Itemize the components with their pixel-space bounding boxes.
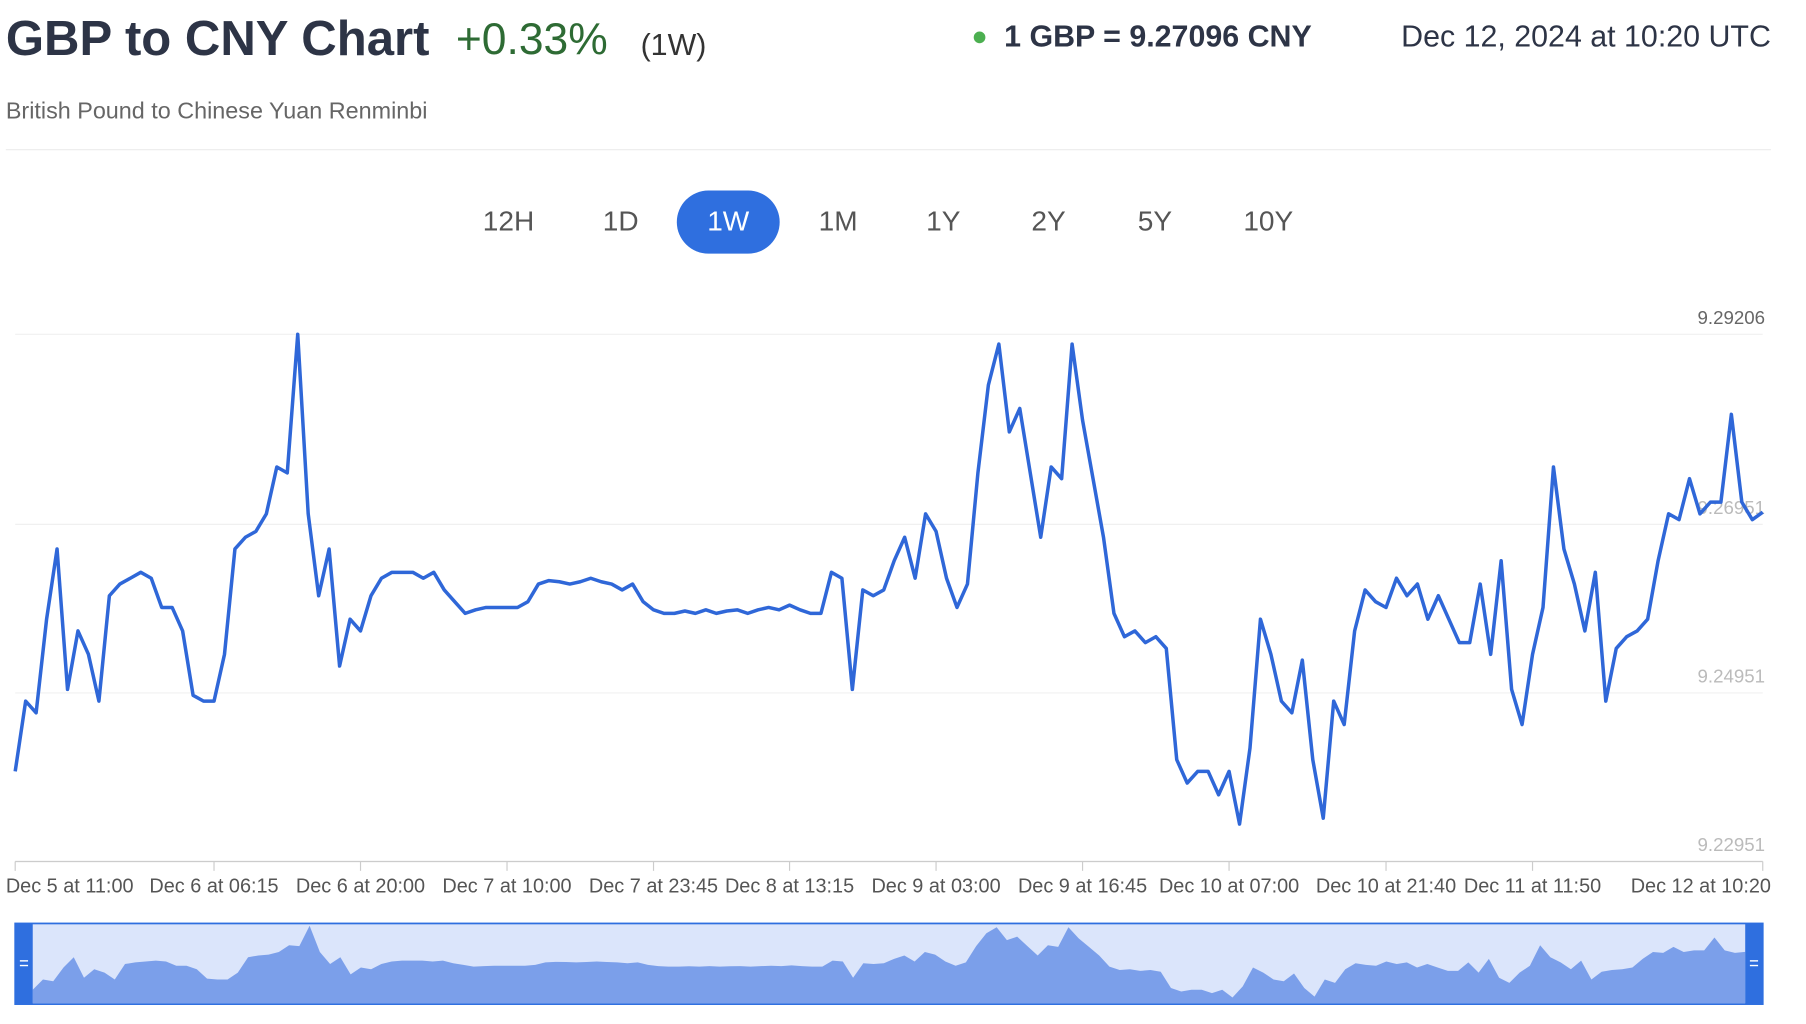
range-button-label[interactable]: 1D	[603, 206, 639, 237]
range-button-label[interactable]: 12H	[483, 206, 534, 237]
range-button-label[interactable]: 10Y	[1243, 206, 1293, 237]
range-button-label[interactable]: 1W	[707, 206, 750, 237]
y-tick-label: 9.24951	[1698, 666, 1766, 687]
subtitle: British Pound to Chinese Yuan Renminbi	[6, 97, 428, 123]
title: GBP to CNY Chart	[6, 12, 430, 66]
range-button[interactable]: 12H	[483, 206, 534, 237]
x-tick-label: Dec 10 at 07:00	[1159, 875, 1299, 897]
price-line	[13, 332, 1764, 826]
change: +0.33%	[456, 15, 608, 64]
x-tick-label: Dec 12 at 10:20	[1631, 875, 1771, 897]
range-button[interactable]: 1D	[603, 206, 639, 237]
navigator-area	[32, 925, 1746, 1003]
x-tick-label: Dec 8 at 13:15	[725, 875, 854, 897]
range-button-label[interactable]: 5Y	[1138, 206, 1173, 237]
x-tick-label: Dec 9 at 03:00	[871, 875, 1000, 897]
range-button-active[interactable]	[676, 190, 780, 254]
handle[interactable]	[1745, 923, 1763, 1005]
range-button[interactable]: 1W	[676, 190, 780, 254]
navigator-handle-right[interactable]	[1745, 923, 1763, 1005]
x-tick-label: Dec 5 at 11:00	[6, 875, 134, 897]
range-button[interactable]: 10Y	[1243, 206, 1293, 237]
range-button[interactable]: 1M	[819, 206, 858, 237]
x-tick-label: Dec 6 at 06:15	[149, 875, 278, 897]
range-button-label[interactable]: 1M	[819, 206, 858, 237]
x-tick-label: Dec 10 at 21:40	[1316, 875, 1456, 897]
range-button-label[interactable]: 2Y	[1031, 206, 1066, 237]
range-button-label[interactable]: 1Y	[926, 206, 961, 237]
x-tick-label: Dec 6 at 20:00	[296, 875, 425, 897]
y-tick-label: 9.29206	[1698, 307, 1766, 328]
range-button[interactable]: 5Y	[1138, 206, 1173, 237]
navigator-handle-left[interactable]	[15, 923, 33, 1005]
period: (1W)	[641, 28, 707, 62]
x-tick-label: Dec 11 at 11:50	[1464, 875, 1601, 897]
x-tick-label: Dec 7 at 23:45	[589, 875, 718, 897]
range-button[interactable]: 1Y	[926, 206, 961, 237]
y-tick-label: 9.22951	[1698, 834, 1766, 855]
navigator	[14, 922, 1764, 1005]
timestamp: Dec 12, 2024 at 10:20 UTC	[1401, 20, 1771, 54]
range-buttons: 12H 1D 1W 1M 1Y 2Y 5Y 10Y	[483, 190, 1294, 254]
x-tick-label: Dec 7 at 10:00	[442, 875, 571, 897]
x-tick-label: Dec 9 at 16:45	[1018, 875, 1147, 897]
range-button[interactable]: 2Y	[1031, 206, 1066, 237]
rate: 1 GBP = 9.27096 CNY	[1004, 20, 1312, 54]
live-dot	[973, 31, 986, 44]
handle[interactable]	[15, 923, 33, 1005]
